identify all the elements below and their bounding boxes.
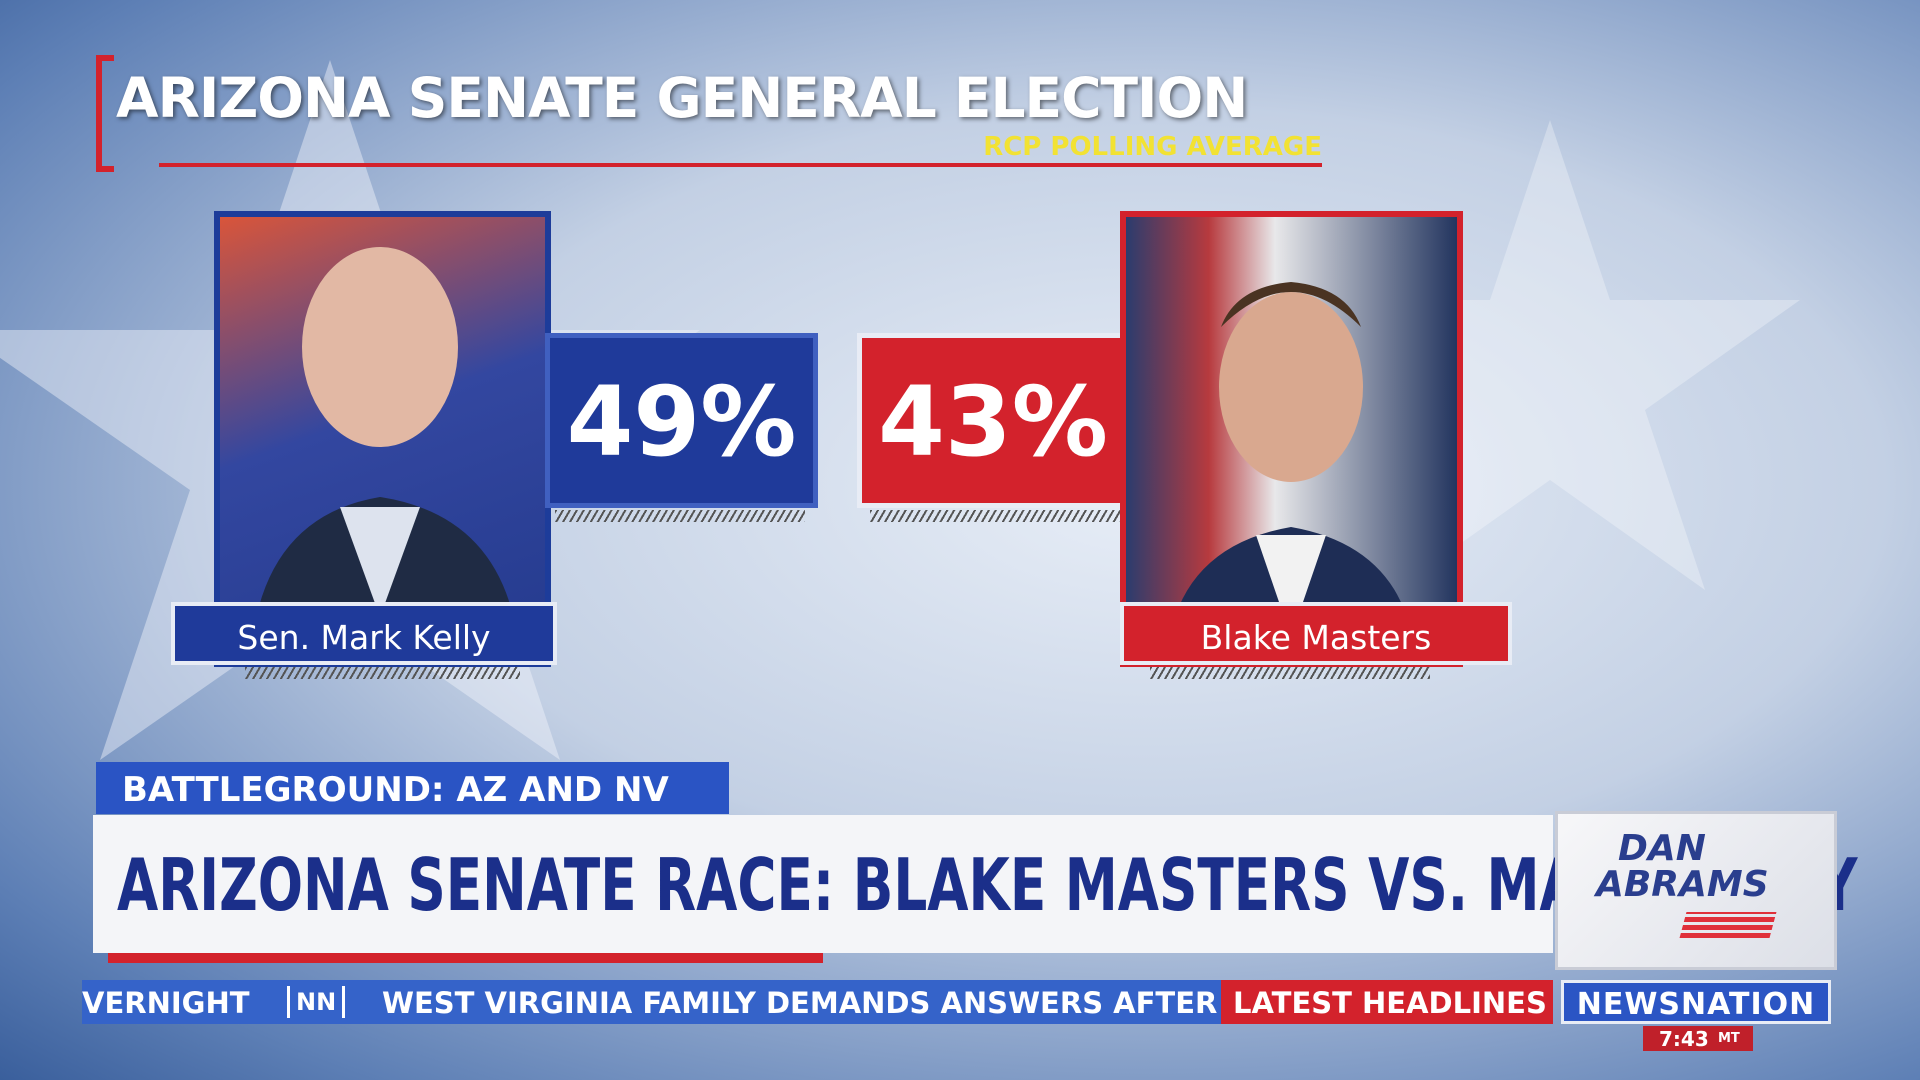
logo-line: DAN: [1618, 828, 1706, 869]
title-underline: [159, 163, 1322, 167]
logo-stripes: [1679, 912, 1777, 938]
name-bar: Blake Masters: [1120, 602, 1512, 665]
photo-silhouette: [250, 247, 520, 661]
title-bracket: [96, 55, 114, 172]
accent-bar: [108, 953, 823, 963]
headline-bar: ARIZONA SENATE RACE: BLAKE MASTERS VS. M…: [93, 815, 1857, 953]
ticker-story: WEST VIRGINIA FAMILY DEMANDS ANSWERS AFT…: [382, 986, 1269, 1020]
network-logo: NEWSNATION: [1561, 980, 1831, 1024]
candidate-name: Sen. Mark Kelly: [237, 618, 491, 657]
clock: 7:43 MT: [1643, 1026, 1753, 1051]
percent-value: 49%: [566, 366, 797, 478]
ticker-segment: VERNIGHT: [82, 986, 250, 1020]
photo-silhouette: [1166, 282, 1416, 661]
tag-text: BATTLEGROUND: AZ AND NV: [122, 770, 669, 810]
hatch: [1150, 667, 1430, 679]
candidate-photo: [1120, 211, 1463, 667]
name-bar: Sen. Mark Kelly: [171, 602, 557, 665]
subtitle: RCP POLLING AVERAGE: [983, 132, 1322, 162]
hatch: [245, 667, 520, 679]
tag-bar: BATTLEGROUND: AZ AND NV: [96, 762, 729, 814]
percent-box: 49%: [545, 333, 818, 508]
hatch: [555, 510, 805, 522]
network-name: NEWSNATION: [1576, 987, 1816, 1022]
clock-zone: MT: [1718, 1031, 1740, 1046]
ticker-section: LATEST HEADLINES: [1233, 986, 1547, 1020]
percent-box: 43%: [857, 333, 1129, 508]
candidate-name: Blake Masters: [1200, 618, 1432, 657]
candidate-photo: [214, 211, 551, 667]
logo-line: ABRAMS: [1596, 864, 1769, 905]
section-label-bg: LATEST HEADLINES: [1221, 980, 1553, 1024]
hatch: [870, 510, 1120, 522]
show-logo: DAN ABRAMS: [1555, 811, 1837, 970]
percent-value: 43%: [878, 366, 1108, 478]
clock-time: 7:43: [1659, 1027, 1709, 1051]
title: ARIZONA SENATE GENERAL ELECTION: [116, 66, 1248, 130]
ticker-badge: NN: [287, 986, 346, 1018]
